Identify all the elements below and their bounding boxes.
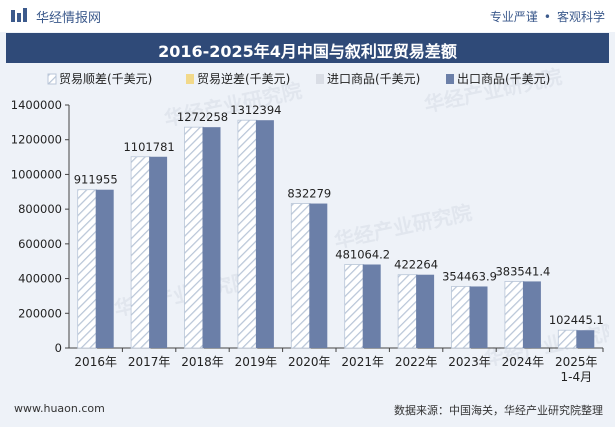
legend-label: 进口商品(千美元): [327, 71, 420, 86]
y-tick-label: 1200000: [11, 133, 62, 147]
data-label: 1101781: [123, 140, 174, 154]
data-label: 422264: [394, 258, 438, 272]
legend-swatch: [47, 73, 57, 85]
x-tick-label: 2018年: [181, 355, 224, 369]
dot-separator-icon: •: [543, 10, 551, 24]
data-label: 832279: [287, 187, 331, 201]
legend-label: 贸易逆差(千美元): [197, 71, 290, 86]
bar-trade-surplus: [344, 264, 365, 349]
data-label: 481064.2: [335, 248, 390, 262]
logo-icon: [11, 8, 27, 22]
bar-export: [95, 189, 114, 348]
legend-swatch: [316, 74, 324, 84]
footer-website: www.huaon.com: [14, 402, 105, 415]
bar-export: [469, 286, 488, 348]
y-tick-label: 200000: [18, 306, 62, 320]
y-tick-label: 600000: [18, 237, 62, 251]
tagline-1: 专业严谨: [489, 10, 538, 24]
legend-label: 出口商品(千美元): [457, 71, 550, 86]
x-tick-label: 2025年: [555, 355, 598, 369]
bar-trade-surplus: [557, 329, 578, 349]
top-bar: 华经情报网 专业严谨 • 客观科学: [0, 0, 615, 32]
y-tick-label: 1000000: [11, 167, 62, 181]
bar-export: [202, 127, 221, 348]
x-tick-label: 1-4月: [560, 370, 592, 384]
bar-trade-surplus: [130, 156, 151, 349]
x-tick-label: 2019年: [235, 355, 278, 369]
legend-swatch: [446, 74, 454, 84]
data-label: 911955: [74, 173, 118, 187]
bar-export: [149, 156, 168, 348]
y-tick-label: 400000: [18, 272, 62, 286]
bar-trade-surplus: [184, 126, 204, 349]
bar-export: [522, 281, 541, 348]
brand-name: 华经情报网: [36, 11, 102, 26]
watermark-text: 华经产业研究院: [332, 200, 474, 253]
bar-trade-surplus: [451, 286, 471, 349]
data-label: 102445.1: [549, 313, 604, 327]
x-tick-label: 2024年: [502, 355, 545, 369]
x-tick-label: 2017年: [128, 355, 171, 369]
x-tick-label: 2022年: [395, 355, 438, 369]
bar-export: [416, 274, 435, 348]
legend-label: 贸易顺差(千美元): [59, 72, 152, 86]
y-tick-label: 1400000: [11, 98, 62, 112]
bar-chart: 华经产业研究院 华经产业研究院华经产业研究院华经产业研究院华经产业研究院贸易顺差(…: [11, 66, 609, 384]
bar-trade-surplus: [77, 189, 98, 349]
tagline: 专业严谨 • 客观科学: [490, 8, 605, 25]
data-label: 383541.4: [495, 264, 550, 278]
data-label: 1312394: [230, 103, 281, 117]
footer-source: 数据来源：中国海关，华经产业研究院整理: [394, 404, 603, 417]
bar-export: [255, 120, 274, 348]
bar-trade-surplus: [237, 119, 258, 349]
title-bar: 2016-2025年4月中国与叙利亚贸易差额: [6, 33, 609, 63]
chart-panel: 华经产业研究院 华经产业研究院 华经产业研究院 华经产业研究院 华经产业研究院 贸易顺差(…: [6, 66, 609, 391]
data-label: 354463.9: [442, 269, 497, 283]
x-tick-label: 2016年: [74, 355, 117, 369]
legend-swatch: [186, 74, 194, 84]
bar-export: [576, 330, 595, 348]
x-tick-label: 2023年: [448, 355, 491, 369]
bar-trade-surplus: [397, 274, 418, 349]
y-tick-label: 0: [55, 341, 62, 355]
data-label: 1272258: [177, 110, 228, 124]
y-tick-label: 800000: [18, 202, 62, 216]
bar-export: [309, 203, 328, 348]
bar-trade-surplus: [290, 203, 311, 349]
bar-export: [362, 264, 381, 348]
tagline-2: 客观科学: [556, 10, 605, 24]
chart-title: 2016-2025年4月中国与叙利亚贸易差额: [158, 42, 457, 61]
bar-trade-surplus: [504, 281, 525, 349]
x-tick-label: 2021年: [341, 355, 384, 369]
x-tick-label: 2020年: [288, 355, 331, 369]
